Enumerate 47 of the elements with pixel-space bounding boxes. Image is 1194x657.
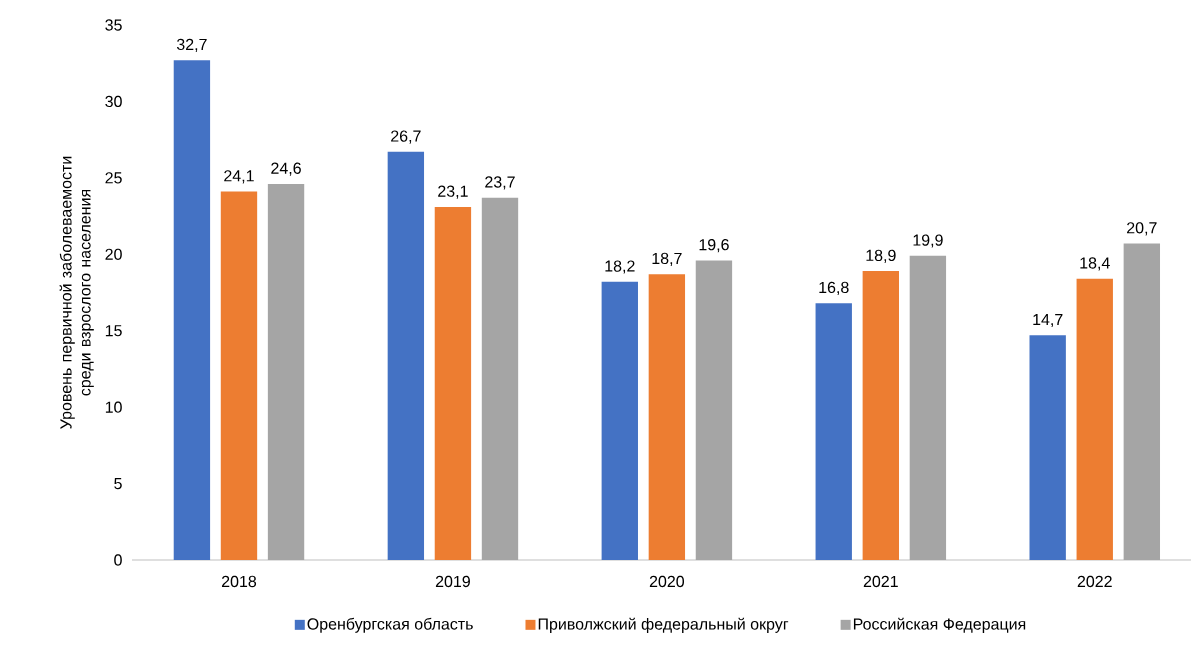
data-label: 23,7	[485, 176, 515, 190]
x-tick-label: 2021	[863, 575, 898, 588]
bar	[1123, 243, 1161, 560]
bar	[387, 151, 425, 560]
y-axis-title: Уровень первичной заболеваемости среди взрослого населения	[59, 156, 94, 429]
bar	[815, 303, 852, 560]
bar	[601, 281, 638, 560]
y-tick-label: 25	[105, 172, 122, 184]
legend-label: Оренбургская область	[307, 617, 473, 633]
bar	[267, 183, 305, 560]
x-tick-label: 2019	[435, 575, 470, 588]
bar	[173, 60, 211, 560]
y-tick-label: 35	[105, 19, 122, 31]
data-label: 19,9	[913, 234, 943, 248]
bar	[862, 271, 899, 560]
bar	[220, 191, 258, 560]
data-label: 32,7	[176, 38, 207, 52]
y-tick-label: 15	[105, 325, 122, 337]
bar	[909, 255, 947, 560]
bar	[481, 197, 519, 560]
data-label: 26,7	[391, 130, 421, 144]
bar	[695, 260, 733, 560]
data-label: 18,7	[652, 252, 682, 266]
x-tick-label: 2018	[221, 575, 257, 588]
y-tick-label: 30	[105, 95, 122, 108]
bar	[434, 206, 472, 560]
y-tick-label: 20	[105, 248, 122, 260]
data-label: 18,9	[866, 249, 896, 263]
x-tick-label: 2020	[649, 575, 685, 588]
x-tick-label: 2022	[1077, 575, 1112, 588]
data-label: 18,2	[605, 260, 635, 274]
data-label: 24,6	[271, 162, 301, 176]
data-label: 14,7	[1033, 314, 1063, 328]
data-label: 19,6	[699, 238, 729, 253]
bar	[1076, 278, 1113, 560]
data-label: 23,1	[438, 185, 468, 199]
bar	[1029, 335, 1066, 560]
data-label: 24,1	[224, 170, 254, 184]
y-tick-label: 5	[114, 477, 122, 490]
legend-label: Российская Федерация	[853, 617, 1026, 633]
bar	[648, 274, 686, 560]
data-label: 18,4	[1080, 257, 1110, 271]
data-label: 16,8	[819, 281, 849, 295]
y-tick-label: 0	[114, 554, 122, 566]
legend-label: Приволжский федеральный округ	[538, 617, 789, 633]
data-label: 20,7	[1127, 222, 1157, 236]
y-tick-label: 10	[105, 401, 122, 413]
